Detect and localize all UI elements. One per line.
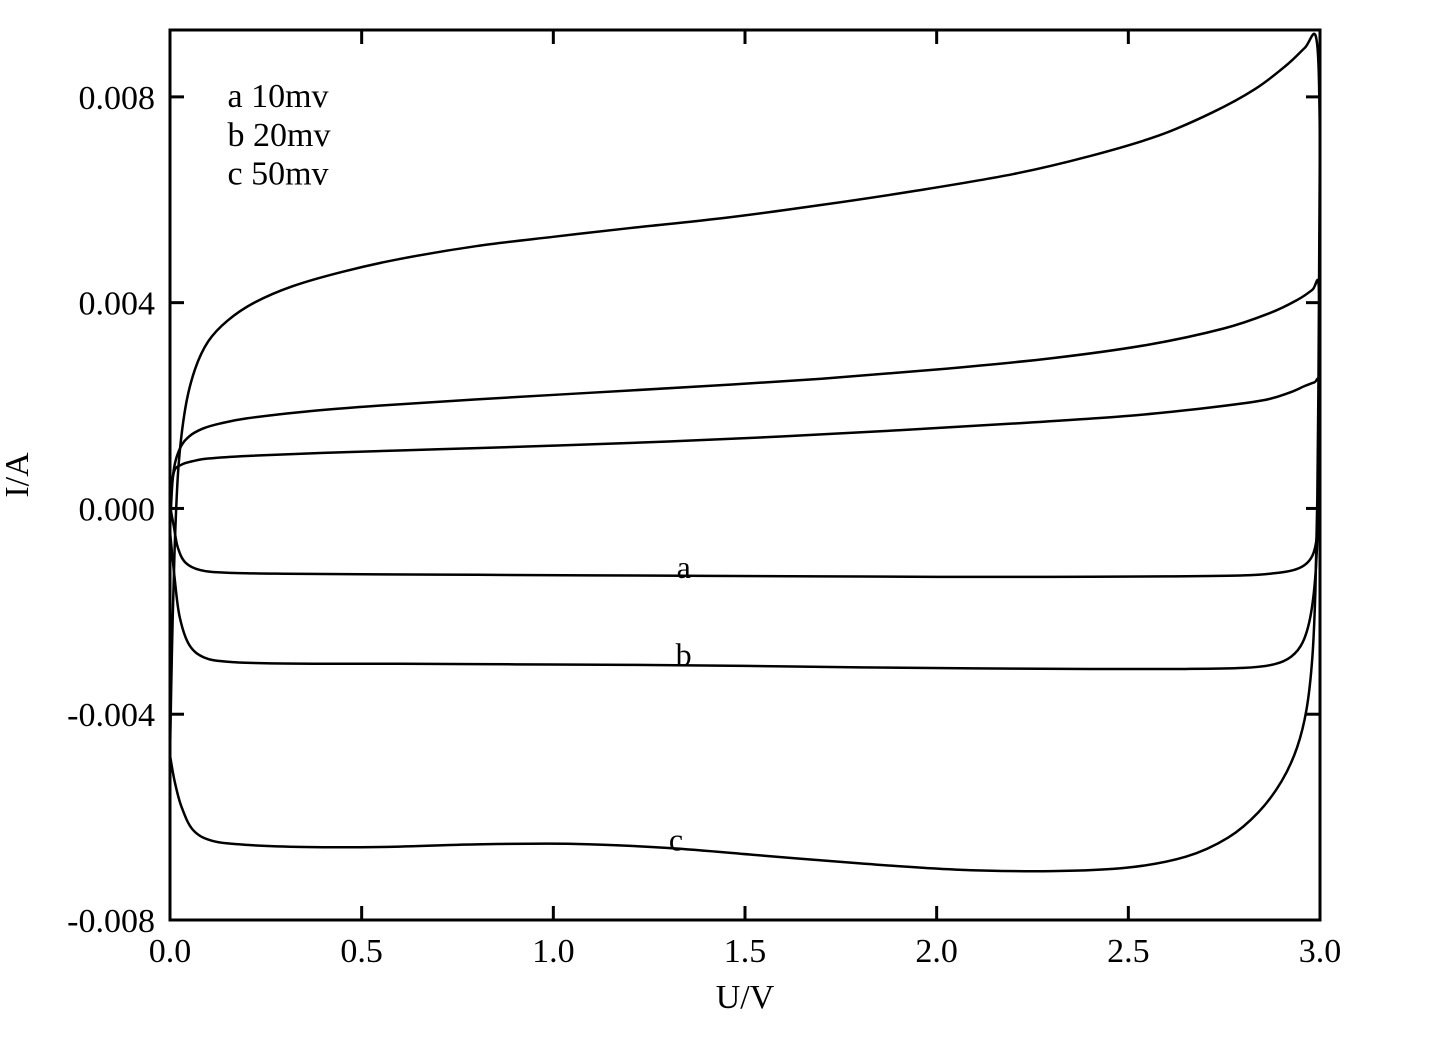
xtick-label: 1.5 (724, 933, 767, 970)
xtick-label: 0.5 (340, 933, 383, 970)
legend-item-a: a 10mv (228, 78, 329, 115)
xtick-label: 2.5 (1107, 933, 1150, 970)
ytick-label: 0.008 (79, 80, 156, 117)
legend-item-b: b 20mv (228, 117, 331, 154)
xtick-label: 0.0 (149, 933, 192, 970)
xtick-label: 1.0 (532, 933, 575, 970)
xtick-label: 3.0 (1299, 933, 1342, 970)
legend-item-c: c 50mv (228, 155, 329, 192)
cv-chart: 0.0 0.5 1.0 1.5 2.0 2.5 3.0 -0.008 -0.004 0.000 0.… (0, 0, 1441, 1038)
chart-bg (0, 0, 1441, 1038)
ytick-label: 0.000 (79, 491, 156, 528)
ytick-label: -0.008 (67, 903, 155, 940)
inline-label-b: b (676, 636, 692, 672)
x-axis-label: U/V (716, 979, 775, 1016)
y-axis-label: I/A (0, 452, 36, 498)
chart-container: 0.0 0.5 1.0 1.5 2.0 2.5 3.0 -0.008 -0.004 0.000 0.… (0, 0, 1441, 1038)
ytick-label: -0.004 (67, 697, 155, 734)
inline-label-a: a (677, 549, 691, 585)
xtick-label: 2.0 (915, 933, 958, 970)
ytick-label: 0.004 (79, 286, 156, 323)
inline-label-c: c (669, 822, 683, 858)
